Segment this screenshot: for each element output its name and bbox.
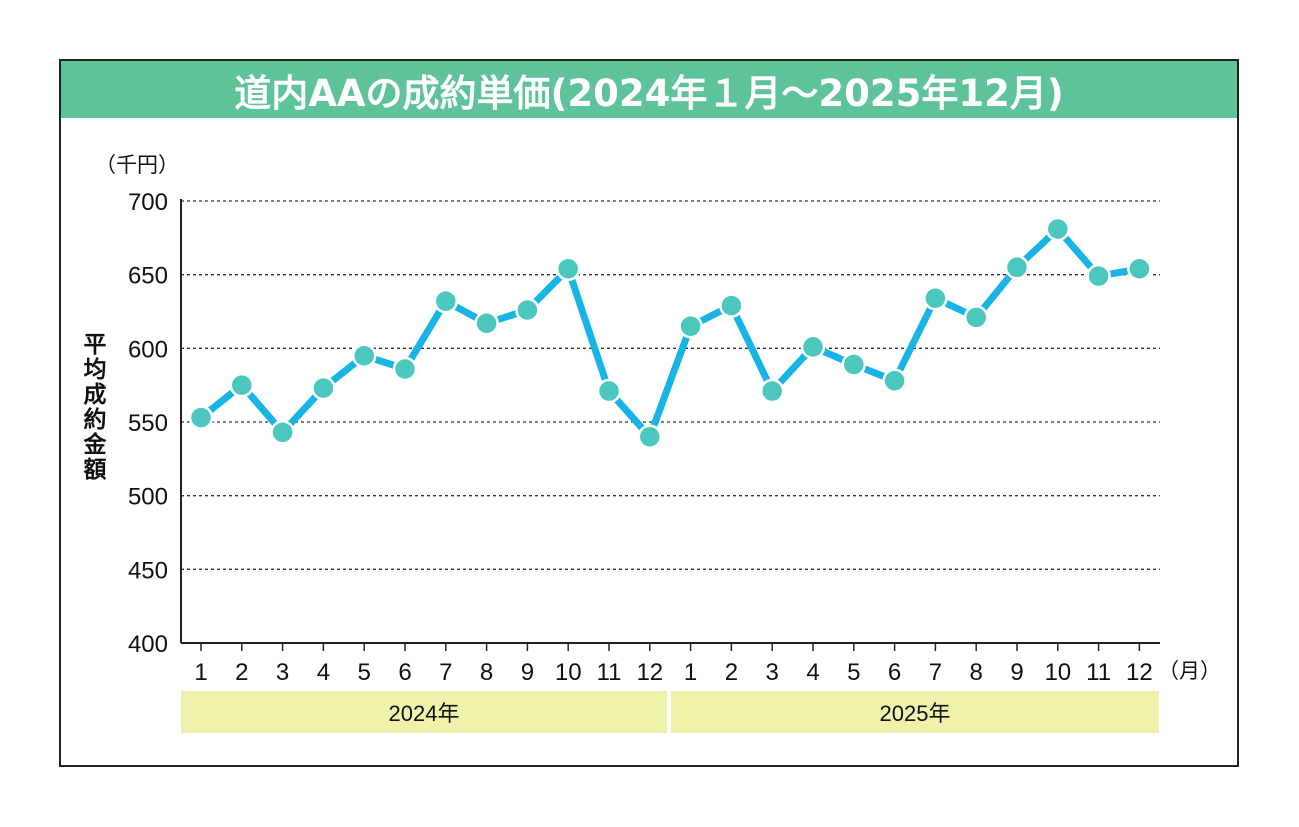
data-point [188,405,214,430]
x-tick-label: 2 [235,659,248,686]
y-axis-label: 平均成約金額 [79,332,105,482]
x-tick-label: 3 [766,659,779,686]
x-tick-label: 2 [725,659,738,686]
data-point [678,313,703,339]
x-tick-label: 4 [317,659,330,686]
data-point [923,285,948,311]
data-point [1127,256,1152,282]
data-point [311,375,336,401]
x-tick-label: 7 [929,659,942,686]
x-tick-label: 9 [1010,659,1023,686]
data-point [963,305,989,330]
x-tick-label: 1 [684,659,697,686]
data-point [270,420,295,445]
x-tick-label: 9 [521,659,534,686]
data-point [841,352,867,377]
chart-frame [59,59,1239,767]
data-point [800,334,826,360]
x-tick-label: 1 [194,659,207,686]
y-tick-label: 700 [128,189,168,216]
series-line [197,225,1143,441]
data-point [555,256,581,282]
data-point [719,293,744,318]
axes [180,199,1160,651]
data-point [1004,255,1030,280]
x-tick-label: 8 [970,659,983,686]
x-tick-label: 3 [276,659,289,686]
y-tick-label: 550 [128,410,168,437]
x-tick-label: 11 [597,659,622,686]
x-tick-label: 6 [398,659,411,686]
x-tick-labels: 1 2 3 4 5 6 7 8 9 10 11 12 1 2 3 4 5 6 7 8 9 10 11 12 [194,659,1152,686]
x-tick-label: 10 [1044,659,1071,686]
data-point [515,297,540,323]
x-unit-label: （月） [1158,659,1221,683]
data-point [433,288,459,314]
data-point [759,378,785,404]
x-tick-label: 4 [806,659,819,686]
data-point [392,356,418,382]
x-tick-label: 6 [888,659,901,686]
y-tick-label: 600 [128,336,168,363]
y-tick-label: 400 [128,631,168,658]
x-tick-label: 10 [555,659,582,686]
data-point [882,368,907,393]
data-point [1086,263,1111,289]
y-tick-label: 650 [128,263,168,290]
data-point [637,424,663,449]
data-series [188,216,1152,449]
data-point [229,372,255,398]
x-tick-label: 12 [636,659,663,686]
x-tick-label: 7 [439,659,452,686]
year-band-2024: 2024年 [181,691,667,733]
data-point [1045,216,1071,242]
x-tick-label: 5 [358,659,371,686]
y-tick-labels: 400 450 500 550 600 650 700 [128,189,168,658]
gridlines [181,200,1160,570]
chart-title: 道内AAの成約単価(2024年１月～2025年12月) [61,61,1237,118]
x-tick-label: 8 [480,659,493,686]
year-band-2025: 2025年 [671,691,1159,733]
y-tick-label: 450 [128,557,168,584]
x-tick-label: 11 [1086,659,1111,686]
y-tick-label: 500 [128,484,168,511]
data-point [596,378,622,404]
y-unit-label: （千円） [95,153,179,177]
data-point [474,311,499,336]
data-point [351,343,377,368]
x-tick-label: 5 [847,659,860,686]
x-tick-label: 12 [1126,659,1153,686]
